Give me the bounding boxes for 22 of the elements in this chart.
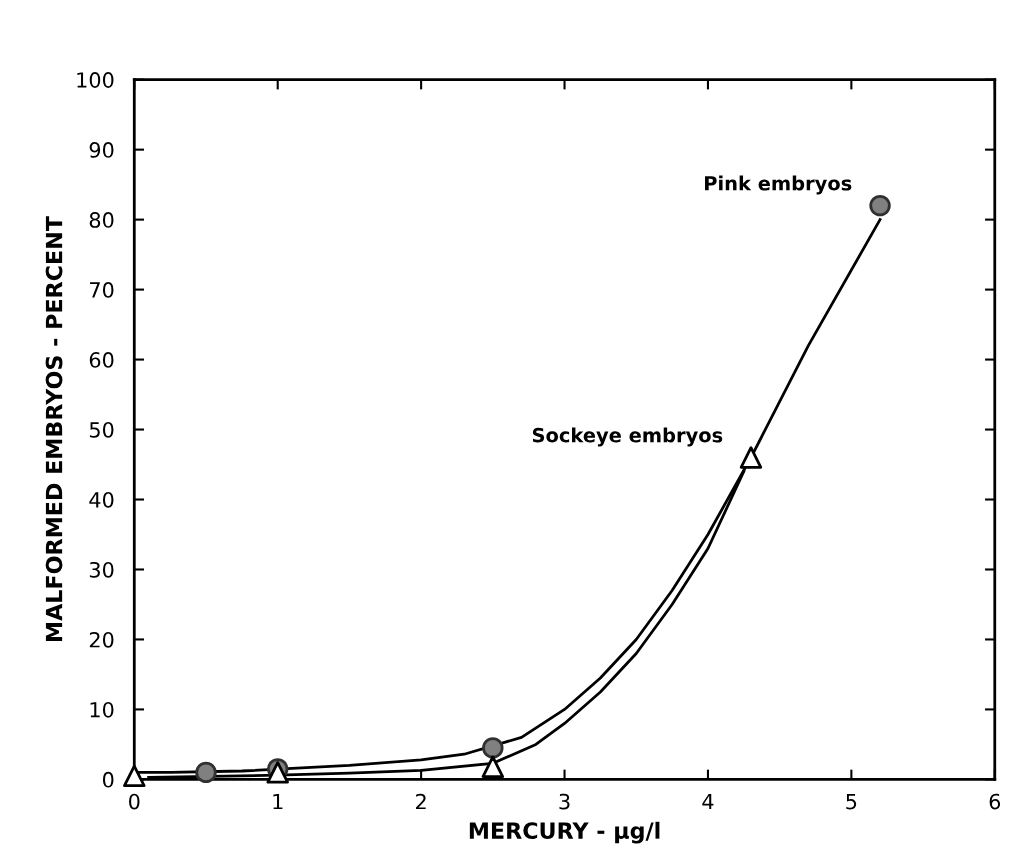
y-tick-label: 30 (89, 561, 114, 578)
y-tick-label: 100 (77, 72, 114, 88)
y-tick-label: 90 (89, 142, 114, 158)
x-axis-title: MERCURY - µg/l (469, 821, 660, 844)
y-tick-label: 60 (89, 352, 114, 368)
x-tick-label: 6 (989, 793, 1001, 810)
y-axis-title: MALFORMED EMBRYOS - PERCENT (45, 216, 63, 641)
y-tick-label: 70 (90, 282, 114, 298)
y-tick-label: 20 (89, 631, 114, 648)
y-tick-label: 10 (90, 701, 114, 718)
x-tick-label: 1 (273, 793, 283, 810)
y-tick-label: 40 (89, 491, 114, 508)
x-tick-label: 0 (129, 793, 140, 810)
y-tick-label: 50 (89, 421, 114, 438)
y-tick-label: 0 (102, 771, 114, 788)
y-tick-label: 80 (89, 212, 114, 228)
series-label: Pink embryos (705, 175, 852, 195)
series-label: Sockeye embryos (532, 427, 723, 447)
x-tick-label: 3 (559, 793, 570, 810)
x-tick-label: 4 (702, 793, 714, 810)
x-tick-label: 2 (416, 793, 426, 810)
x-tick-label: 5 (846, 793, 857, 810)
